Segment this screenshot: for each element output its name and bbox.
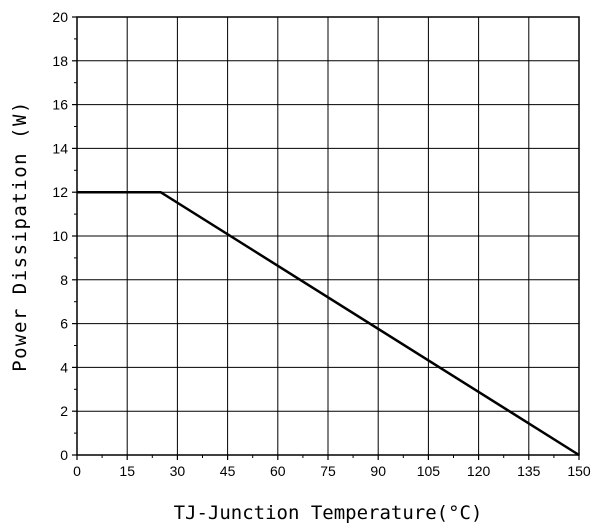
plot-frame: [76, 16, 580, 456]
x-tick-label-1: 15: [119, 463, 135, 479]
y-tick-label-7: 14: [52, 140, 68, 156]
x-tick-label-3: 45: [220, 463, 236, 479]
x-axis-tick-labels: 0 15 30 45 60 75 90 105 120 135 150: [73, 463, 591, 479]
y-axis-title: Power Dissipation (W): [9, 100, 31, 372]
grid: [77, 17, 579, 455]
minor-ticks: [72, 16, 580, 460]
x-tick-label-0: 0: [73, 463, 81, 479]
y-tick-label-4: 8: [60, 272, 68, 288]
x-tick-label-7: 105: [417, 463, 441, 479]
y-tick-label-1: 2: [60, 403, 68, 419]
y-tick-label-10: 20: [52, 9, 68, 25]
y-tick-label-3: 6: [60, 316, 68, 332]
x-axis-title: TJ-Junction Temperature(°C): [174, 502, 483, 524]
y-tick-label-0: 0: [60, 447, 68, 463]
y-axis-tick-labels: 0 2 4 6 8 10 12 14 16 18 20: [52, 9, 68, 463]
series-line-0: [77, 190, 580, 457]
x-tick-label-5: 75: [320, 463, 336, 479]
y-tick-label-5: 10: [52, 228, 68, 244]
x-tick-label-4: 60: [270, 463, 286, 479]
x-tick-label-9: 135: [517, 463, 541, 479]
x-tick-label-8: 120: [467, 463, 491, 479]
series-layer: [77, 190, 580, 457]
x-tick-label-10: 150: [567, 463, 591, 479]
y-tick-label-9: 18: [52, 53, 68, 69]
x-tick-label-6: 90: [370, 463, 386, 479]
y-tick-label-8: 16: [52, 97, 68, 113]
y-tick-label-2: 4: [60, 359, 68, 375]
y-tick-label-6: 12: [52, 184, 68, 200]
x-tick-label-2: 30: [170, 463, 186, 479]
